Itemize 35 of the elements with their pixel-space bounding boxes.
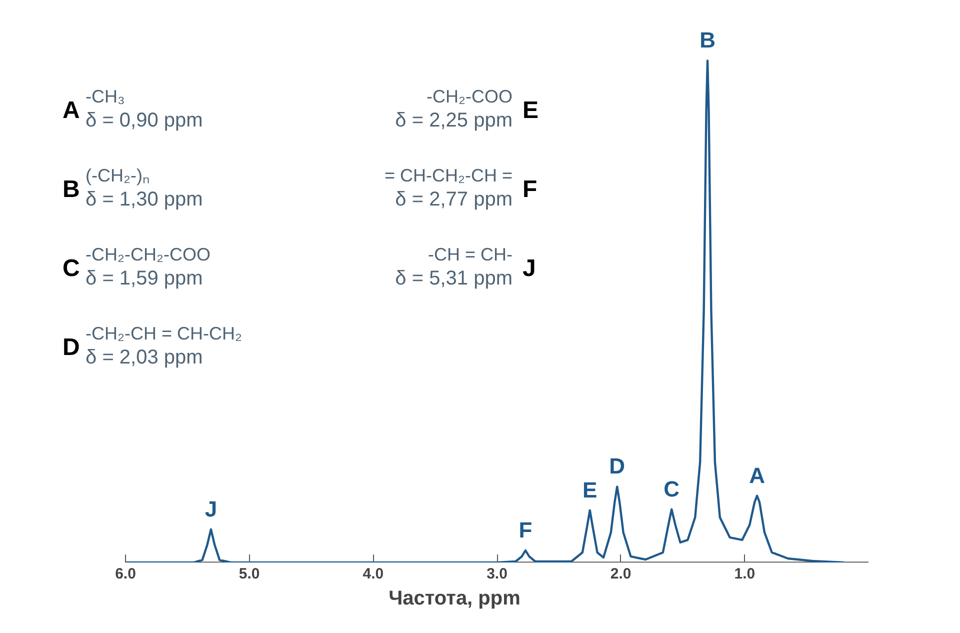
- annotation: = CH-CH₂-CH =: [384, 166, 513, 186]
- annotation: δ = 5,31 ppm: [395, 268, 513, 290]
- annotation: F: [522, 176, 538, 203]
- x-tick-label: 6.0: [115, 566, 136, 582]
- annotation: δ = 1,30 ppm: [86, 188, 203, 210]
- annotation: -CH₂-COO: [426, 86, 513, 106]
- annotation: δ = 0,90 ppm: [86, 110, 203, 132]
- annotation: -CH₂-CH = CH-CH₂: [86, 324, 242, 344]
- annotation: δ = 2,03 ppm: [86, 346, 203, 368]
- annotation: E: [522, 97, 539, 124]
- x-tick-label: 2.0: [610, 566, 632, 582]
- annotation: E: [582, 477, 598, 502]
- x-tick-label: 4.0: [362, 566, 384, 582]
- text: -CH₃: [86, 86, 125, 106]
- annotation: (-CH₂-)ₙ: [86, 166, 150, 186]
- annotation: -CH = CH-: [428, 244, 513, 264]
- text: D: [62, 334, 80, 361]
- annotation: C: [664, 476, 680, 502]
- annotation: A: [749, 462, 766, 488]
- annotation: F: [518, 517, 532, 542]
- x-tick-label: 1.0: [734, 566, 756, 582]
- annotation: B: [700, 28, 716, 53]
- x-tick-label: 3.0: [486, 566, 508, 582]
- annotation: J: [204, 496, 218, 522]
- x-axis-title: Частота, ppm: [388, 588, 520, 610]
- annotation: -CH₂-CH₂-COO: [86, 244, 210, 264]
- annotation: δ = 2,77 ppm: [395, 188, 513, 210]
- text: B: [62, 176, 80, 203]
- annotation: δ = 2,25 ppm: [395, 110, 513, 132]
- annotation: D: [609, 454, 626, 479]
- text: A: [62, 97, 80, 124]
- x-tick-label: 5.0: [238, 566, 260, 582]
- annotation: J: [522, 255, 536, 282]
- annotation: δ = 1,59 ppm: [86, 268, 203, 290]
- text: C: [62, 255, 80, 282]
